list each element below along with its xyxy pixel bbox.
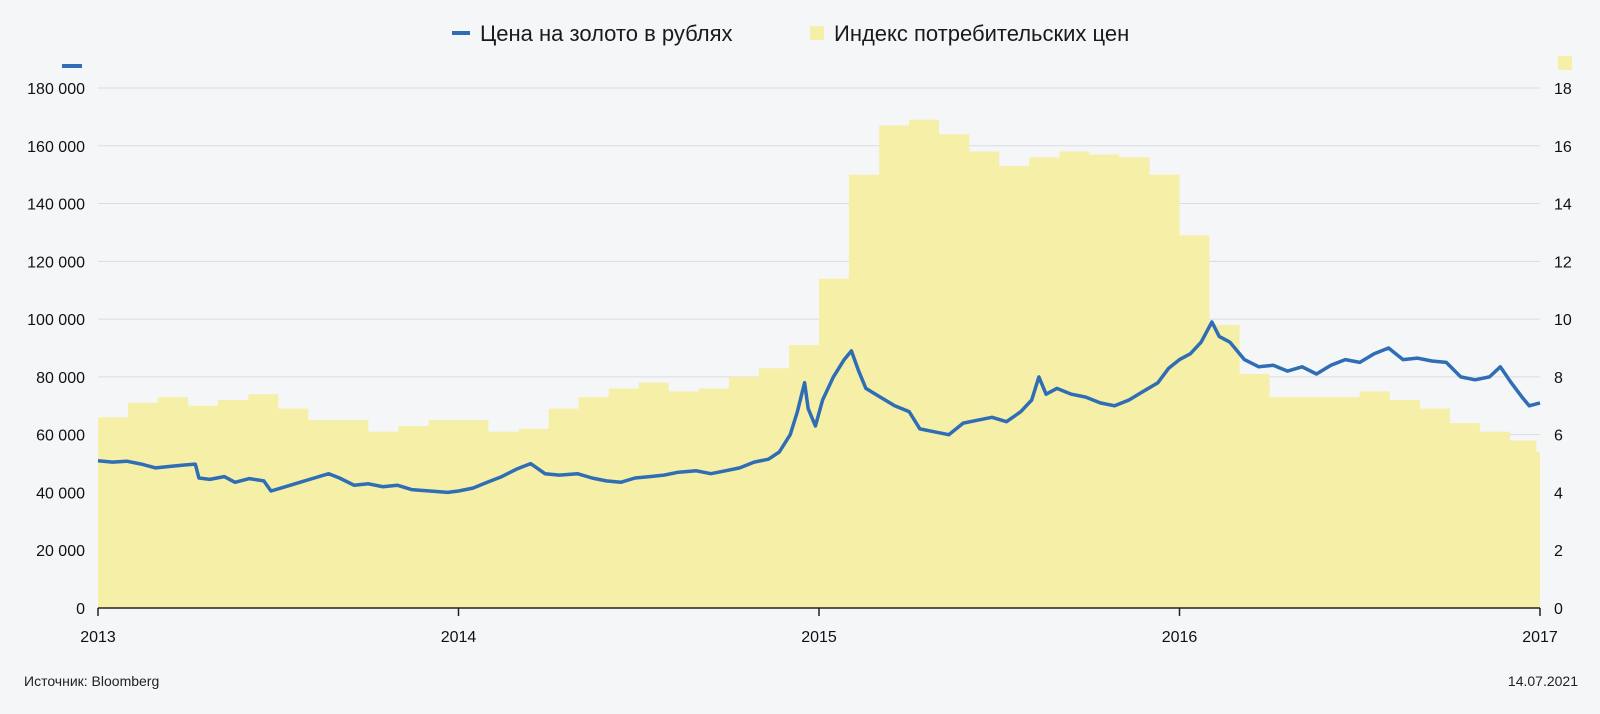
right-axis-tick-label: 16 [1554, 139, 1572, 156]
cpi-area-series [98, 119, 1540, 609]
x-axis-tick-label: 2016 [1162, 629, 1198, 646]
right-axis-tick-label: 2 [1554, 543, 1563, 560]
date-note: 14.07.2021 [1508, 673, 1578, 689]
right-axis-tick-label: 8 [1554, 370, 1563, 387]
x-axis-tick-label: 2013 [80, 629, 116, 646]
x-axis-ticks: 2013 2014 2015 2016 2017 [80, 608, 1558, 646]
left-axis-series-marker [62, 64, 82, 68]
gold-price-line-series [97, 320, 1541, 495]
legend-gold-label: Цена на золото в рублях [480, 21, 733, 46]
legend: Цена на золото в рублях Индекс потребите… [452, 21, 1129, 46]
left-axis-ticks: 0 20 000 40 000 60 000 80 000 100 000 120 000 1… [27, 81, 85, 618]
legend-gold-swatch [452, 31, 470, 35]
x-axis-tick-label: 2015 [801, 629, 837, 646]
right-axis-tick-label: 0 [1554, 601, 1563, 618]
right-axis-tick-label: 4 [1554, 485, 1563, 502]
left-axis-tick-label: 80 000 [36, 370, 85, 387]
right-axis-tick-label: 18 [1554, 81, 1572, 98]
x-axis-tick-label: 2017 [1522, 629, 1558, 646]
right-axis-tick-label: 14 [1554, 197, 1572, 214]
legend-cpi-swatch [810, 26, 824, 40]
left-axis-tick-label: 180 000 [27, 81, 85, 98]
left-axis-tick-label: 120 000 [27, 254, 85, 271]
left-axis-tick-label: 100 000 [27, 312, 85, 329]
left-axis-tick-label: 0 [76, 601, 85, 618]
x-axis-tick-label: 2014 [441, 629, 477, 646]
legend-cpi-label: Индекс потребительских цен [834, 21, 1129, 46]
source-note: Источник: Bloomberg [24, 673, 159, 689]
left-axis-tick-label: 140 000 [27, 197, 85, 214]
left-axis-tick-label: 60 000 [36, 428, 85, 445]
right-axis-tick-label: 6 [1554, 428, 1563, 445]
left-axis-tick-label: 40 000 [36, 485, 85, 502]
right-axis-tick-label: 10 [1554, 312, 1572, 329]
left-axis-tick-label: 160 000 [27, 139, 85, 156]
right-axis-ticks: 0 2 4 6 8 10 12 14 16 18 [1554, 81, 1572, 618]
right-axis-tick-label: 12 [1554, 254, 1572, 271]
right-axis-series-marker [1558, 56, 1572, 70]
left-axis-tick-label: 20 000 [36, 543, 85, 560]
